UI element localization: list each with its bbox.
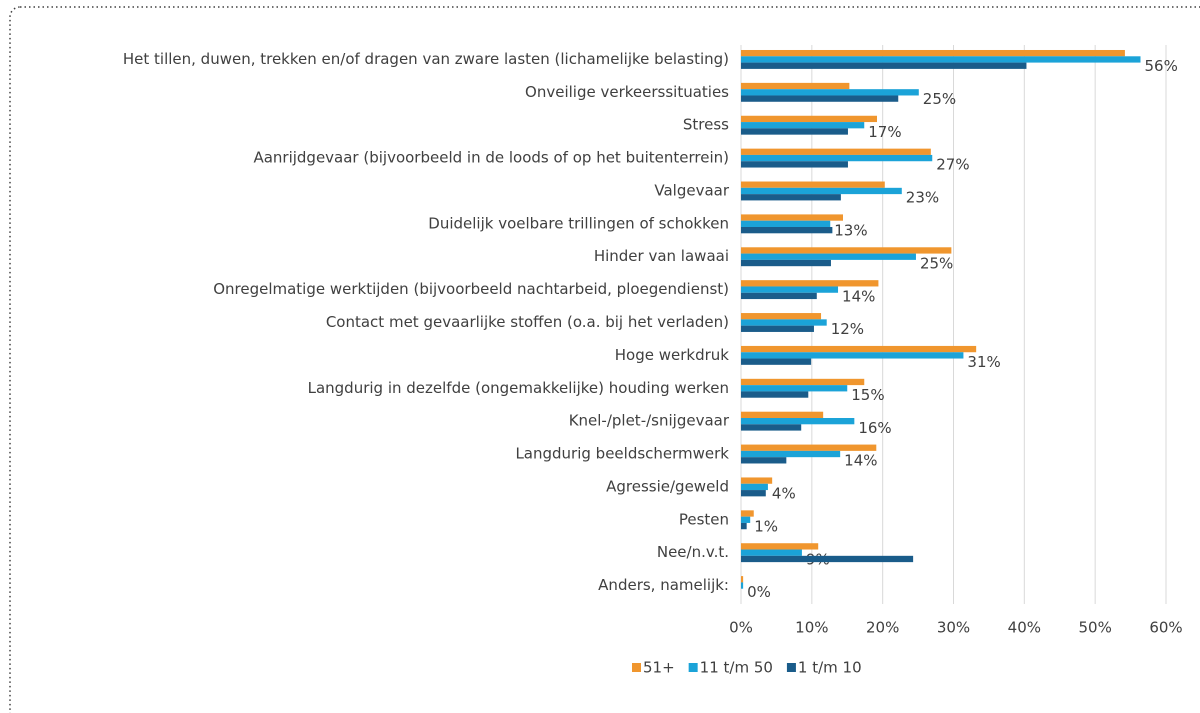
bar [741,424,802,431]
bar [741,154,933,162]
frame [9,6,1200,713]
bar [741,313,822,320]
bar [741,82,850,90]
y-tick-label: Langdurig in dezelfde (ongemakkelijke) h… [308,379,729,397]
bar [741,477,773,484]
y-tick-label: Agressie/geweld [606,477,729,495]
bar [741,325,814,332]
x-tick-label: 20% [866,619,899,637]
bar [741,417,855,425]
y-tick-label: Contact met gevaarlijke stoffen (o.a. bi… [326,313,729,331]
bar [741,391,809,398]
bar [741,411,824,418]
data-label: 27% [936,156,969,174]
bar [741,161,848,168]
y-tick-label: Valgevaar [654,181,729,199]
y-tick-label: Nee/n.v.t. [657,543,729,561]
bar [741,444,877,451]
bar [741,259,831,267]
y-tick-label: Anders, namelijk: [598,576,729,594]
data-label: 4% [772,485,796,503]
bar [741,510,754,517]
bar [741,115,877,123]
data-label: 14% [844,452,877,470]
bar [741,181,885,188]
bar [741,56,1141,63]
bar [741,220,831,228]
bar [741,516,751,523]
x-tick-label: 0% [729,619,753,637]
bar [741,187,902,195]
y-tick-label: Hinder van lawaai [594,247,729,265]
bar [741,49,1125,57]
y-tick-label: Stress [683,116,729,134]
bar [741,247,952,254]
bar [741,89,919,96]
x-tick-label: 50% [1078,619,1111,637]
bar [741,62,1027,69]
bar [741,345,977,353]
data-label: 0% [747,583,771,601]
legend-label: 11 t/m 50 [700,659,773,677]
bar [741,122,865,129]
x-tick-label: 10% [795,619,828,637]
bar [741,194,841,201]
data-label: 12% [831,320,864,338]
data-label: 56% [1145,57,1178,75]
y-tick-label: Het tillen, duwen, trekken en/of dragen … [123,50,729,68]
data-label: 16% [858,419,891,437]
bar [741,358,812,365]
data-label: 13% [834,222,867,240]
bar [741,148,931,155]
bar [741,280,879,287]
y-tick-label: Pesten [679,510,729,528]
bar [741,490,766,497]
bar [741,582,744,589]
y-tick-label: Hoge werkdruk [615,346,730,364]
bar [741,128,848,135]
bar [741,555,914,563]
bar [741,385,848,392]
bar [741,450,841,458]
y-tick-label: Onregelmatige werktijden (bijvoorbeeld n… [213,280,729,298]
data-label: 17% [868,123,901,141]
bar [741,352,964,359]
x-tick-label: 60% [1149,619,1182,637]
bar [741,457,787,464]
data-label: 31% [967,353,1000,371]
bar [741,253,916,260]
legend-label: 1 t/m 10 [798,659,862,677]
bar [741,483,768,491]
bar [741,214,843,221]
bar [741,227,833,234]
bar [741,549,802,556]
y-tick-label: Langdurig beeldschermwerk [515,445,729,463]
bar [741,292,817,300]
bar [741,95,899,102]
x-tick-label: 40% [1008,619,1041,637]
y-tick-label: Aanrijdgevaar (bijvoorbeeld in de loods … [253,149,729,167]
y-tick-label: Knel-/plet-/snijgevaar [569,412,730,430]
data-label: 25% [923,90,956,108]
y-tick-label: Onveilige verkeerssituaties [525,83,729,101]
x-tick-label: 30% [937,619,970,637]
legend-swatch [786,663,796,672]
bar [741,522,747,530]
data-label: 14% [842,287,875,305]
bar [741,319,827,326]
legend-label: 51+ [643,659,675,677]
legend-swatch [632,663,641,672]
data-label: 1% [754,517,778,535]
y-tick-label: Duidelijk voelbare trillingen of schokke… [428,214,729,232]
data-label: 23% [906,189,939,207]
data-label: 15% [851,386,884,404]
data-label: 25% [920,254,953,272]
bar [741,378,865,386]
bar [741,286,839,293]
bar [741,576,744,583]
legend-swatch [688,663,698,672]
bar [741,543,819,550]
